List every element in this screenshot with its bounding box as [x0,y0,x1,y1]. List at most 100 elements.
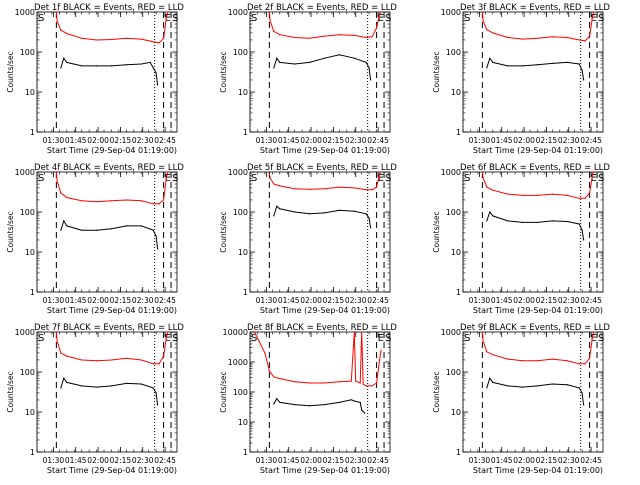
data-point [279,185,281,187]
time-marker-label: S [385,333,391,344]
data-point [362,383,364,385]
data-point [583,79,585,81]
x-tick-label: 02:00 [513,136,535,145]
data-point [486,29,488,31]
data-point [66,355,68,357]
data-point [578,363,580,365]
data-point [55,331,57,333]
time-marker-label: S [38,173,44,184]
y-tick-label: 100 [20,208,35,217]
data-point [276,205,278,207]
x-tick-label: 02:15 [323,456,345,465]
data-point [323,212,326,214]
x-tick-label: 02:45 [367,456,389,465]
x-axis-label: Start Time (29-Sep-04 01:19:00) [473,146,603,155]
data-point [268,173,270,175]
data-point [110,228,113,230]
data-point [591,335,594,337]
time-marker-label: S [172,333,178,344]
data-point [353,331,355,333]
data-point [365,385,367,387]
events-series-line [486,210,585,241]
data-point [566,61,568,63]
x-tick-label: 02:45 [367,296,389,305]
data-point [482,177,484,179]
x-tick-label: 01:45 [65,136,87,145]
events-series-line [273,397,366,414]
data-point [378,13,381,15]
data-point [486,67,488,69]
time-marker-label: E [378,13,384,24]
data-point [81,359,83,361]
events-series-line [60,57,159,86]
data-point [323,35,326,37]
data-point [56,180,58,182]
x-tick-label: 02:30 [132,296,154,305]
x-tick-label: 01:45 [65,456,87,465]
x-tick-label: 01:30 [469,136,491,145]
data-point [489,377,491,379]
data-point [536,194,539,197]
data-point [294,211,296,213]
data-point [165,335,168,337]
data-point [308,382,311,384]
data-point [140,63,142,65]
data-point [125,37,127,39]
data-point [507,358,509,360]
data-point [276,57,278,59]
events-series-line [486,57,585,81]
y-tick-label: 100 [20,48,35,57]
y-axis-label: Counts/sec [432,51,441,92]
data-point [536,64,539,66]
data-point [353,400,355,402]
time-marker-label: E [165,333,171,344]
x-axis-label: Start Time (29-Sep-04 01:19:00) [47,306,177,315]
data-point [60,29,62,31]
x-tick-label: 02:00 [87,456,109,465]
time-marker-label: S [38,13,44,24]
x-tick-label: 02:30 [558,456,580,465]
x-axis-label: Start Time (29-Sep-04 01:19:00) [473,466,603,475]
data-point [152,41,154,43]
data-point [279,377,281,380]
data-point [482,20,484,22]
data-point [323,404,326,406]
data-point [492,381,494,383]
data-point [482,340,484,342]
time-marker-label: S [251,13,257,24]
x-tick-label: 02:45 [580,296,602,305]
data-point [486,387,488,389]
data-point [481,11,483,13]
data-point [253,331,256,333]
y-tick-label: 100 [20,368,35,377]
data-point [110,385,113,387]
chart-panel: Det 1f BLACK = Events, RED = LLD 1 10 100 10… [6,3,184,155]
x-tick-label: 01:30 [256,136,278,145]
data-point [55,171,57,173]
data-point [66,381,68,383]
x-tick-label: 01:45 [491,136,513,145]
y-tick-label: 1 [30,288,35,297]
time-marker-label: E [165,173,171,184]
data-point [361,409,363,411]
time-marker-label: E [165,13,171,24]
data-point [581,392,583,394]
y-axis-label: Counts/sec [6,371,15,412]
data-point [95,360,98,362]
time-marker-label: S [385,13,391,24]
data-point [593,331,595,333]
x-tick-label: 02:15 [110,456,132,465]
data-point [486,351,488,353]
time-marker-label: S [172,13,178,24]
data-point [273,403,275,405]
plot-frame [249,331,391,453]
data-point [63,377,65,379]
chart-title: Det 6f BLACK = Events, RED = LLD [460,163,610,173]
time-marker-label: S [251,173,257,184]
data-point [375,27,378,29]
data-point [269,177,271,179]
data-point [140,359,142,361]
lld-series-line [55,171,169,205]
data-point [375,382,378,384]
data-point [110,65,113,67]
